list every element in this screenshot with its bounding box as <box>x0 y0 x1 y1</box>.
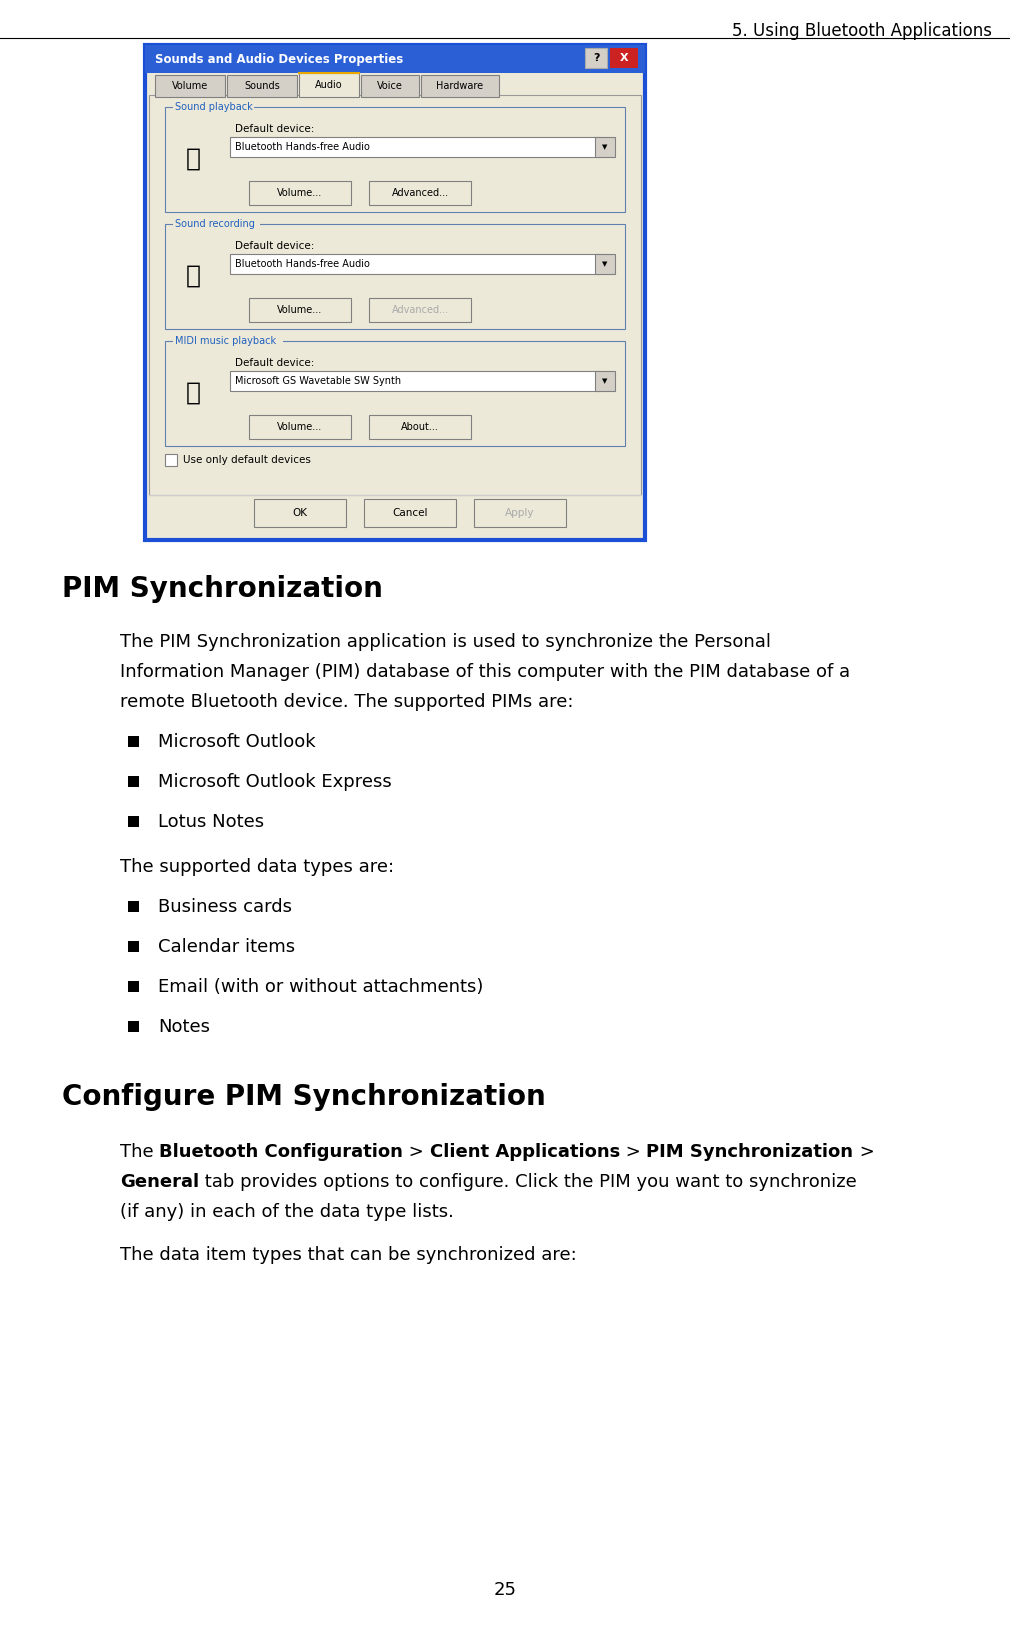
Text: About...: About... <box>401 422 439 432</box>
Bar <box>227 75 297 98</box>
Text: remote Bluetooth device. The supported PIMs are:: remote Bluetooth device. The supported P… <box>120 692 574 712</box>
Text: >: > <box>620 1142 646 1160</box>
Text: Volume: Volume <box>172 81 208 91</box>
Text: ▼: ▼ <box>602 145 608 150</box>
Text: X: X <box>620 54 628 63</box>
Text: Business cards: Business cards <box>158 899 292 916</box>
Bar <box>165 224 625 328</box>
Bar <box>128 900 139 912</box>
Text: Sounds and Audio Devices Properties: Sounds and Audio Devices Properties <box>155 52 403 65</box>
Bar <box>173 336 283 346</box>
Text: ▼: ▼ <box>602 262 608 266</box>
Text: Bluetooth Configuration: Bluetooth Configuration <box>160 1142 403 1160</box>
Text: Configure PIM Synchronization: Configure PIM Synchronization <box>62 1082 545 1112</box>
Text: >: > <box>403 1142 429 1160</box>
Text: The: The <box>120 1142 160 1160</box>
Text: Lotus Notes: Lotus Notes <box>158 812 265 830</box>
Text: Apply: Apply <box>505 509 534 518</box>
Bar <box>230 136 600 158</box>
Text: MIDI music playback: MIDI music playback <box>175 336 276 346</box>
Text: The PIM Synchronization application is used to synchronize the Personal: The PIM Synchronization application is u… <box>120 634 771 652</box>
Bar <box>128 736 139 748</box>
FancyBboxPatch shape <box>249 414 351 439</box>
Bar <box>361 75 419 98</box>
Text: Bluetooth Hands-free Audio: Bluetooth Hands-free Audio <box>235 141 370 153</box>
Bar <box>165 107 625 211</box>
Bar <box>230 254 600 275</box>
Text: Microsoft Outlook Express: Microsoft Outlook Express <box>158 774 392 791</box>
Text: General: General <box>120 1173 199 1191</box>
Bar <box>128 941 139 952</box>
FancyBboxPatch shape <box>364 499 456 526</box>
Text: Client Applications: Client Applications <box>429 1142 620 1160</box>
FancyBboxPatch shape <box>254 499 346 526</box>
Bar <box>173 219 260 229</box>
Bar <box>128 1020 139 1032</box>
Text: The supported data types are:: The supported data types are: <box>120 858 394 876</box>
Text: Hardware: Hardware <box>436 81 484 91</box>
Text: ▼: ▼ <box>602 379 608 383</box>
Bar <box>149 94 641 496</box>
Text: Bluetooth Hands-free Audio: Bluetooth Hands-free Audio <box>235 258 370 270</box>
Text: 🎹: 🎹 <box>186 380 201 405</box>
Text: Calendar items: Calendar items <box>158 938 295 955</box>
Bar <box>595 254 615 275</box>
Text: Microsoft GS Wavetable SW Synth: Microsoft GS Wavetable SW Synth <box>235 375 401 387</box>
FancyBboxPatch shape <box>369 180 471 205</box>
FancyBboxPatch shape <box>249 297 351 322</box>
Text: 🔊: 🔊 <box>186 146 201 171</box>
Text: Default device:: Default device: <box>235 358 314 367</box>
Text: Volume...: Volume... <box>278 422 322 432</box>
Text: 🎤: 🎤 <box>186 263 201 288</box>
Text: Sound recording: Sound recording <box>175 219 255 229</box>
Text: Notes: Notes <box>158 1017 210 1037</box>
Text: Volume...: Volume... <box>278 188 322 198</box>
Text: Audio: Audio <box>315 80 342 89</box>
Text: OK: OK <box>293 509 307 518</box>
FancyBboxPatch shape <box>369 414 471 439</box>
Text: Cancel: Cancel <box>392 509 428 518</box>
Text: tab provides options to configure. Click the PIM you want to synchronize: tab provides options to configure. Click… <box>199 1173 856 1191</box>
Text: Advanced...: Advanced... <box>392 188 448 198</box>
Text: Email (with or without attachments): Email (with or without attachments) <box>158 978 484 996</box>
Text: Voice: Voice <box>377 81 403 91</box>
FancyBboxPatch shape <box>474 499 566 526</box>
Bar <box>155 75 225 98</box>
FancyBboxPatch shape <box>369 297 471 322</box>
Bar <box>173 102 255 112</box>
Text: Volume...: Volume... <box>278 306 322 315</box>
Bar <box>128 816 139 827</box>
Bar <box>128 777 139 786</box>
Text: The data item types that can be synchronized are:: The data item types that can be synchron… <box>120 1246 577 1264</box>
Text: (if any) in each of the data type lists.: (if any) in each of the data type lists. <box>120 1202 453 1220</box>
Text: Microsoft Outlook: Microsoft Outlook <box>158 733 315 751</box>
Bar <box>145 46 645 540</box>
Text: Advanced...: Advanced... <box>392 306 448 315</box>
Text: >: > <box>853 1142 875 1160</box>
Bar <box>595 136 615 158</box>
Text: 5. Using Bluetooth Applications: 5. Using Bluetooth Applications <box>732 23 992 41</box>
Text: Information Manager (PIM) database of this computer with the PIM database of a: Information Manager (PIM) database of th… <box>120 663 850 681</box>
Text: Use only default devices: Use only default devices <box>183 455 311 465</box>
Bar <box>421 75 499 98</box>
Bar <box>610 49 638 68</box>
Bar <box>585 49 607 68</box>
Bar <box>128 982 139 991</box>
Text: Sounds: Sounds <box>244 81 280 91</box>
Text: Sound playback: Sound playback <box>175 102 252 112</box>
Bar <box>145 46 645 73</box>
Text: Default device:: Default device: <box>235 240 314 250</box>
Text: Default device:: Default device: <box>235 124 314 133</box>
Bar <box>165 341 625 445</box>
FancyBboxPatch shape <box>249 180 351 205</box>
Bar <box>165 453 177 466</box>
Text: PIM Synchronization: PIM Synchronization <box>646 1142 853 1160</box>
Text: 25: 25 <box>494 1581 516 1599</box>
Bar <box>230 370 600 392</box>
Text: ?: ? <box>593 54 599 63</box>
Bar <box>299 73 359 98</box>
Text: PIM Synchronization: PIM Synchronization <box>62 575 383 603</box>
Bar <box>595 370 615 392</box>
